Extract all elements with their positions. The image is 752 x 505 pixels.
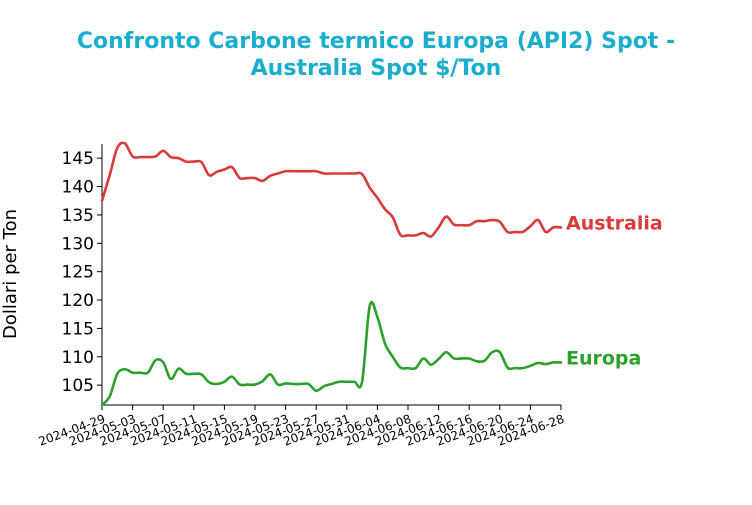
series-label-australia: Australia [566, 212, 663, 234]
y-tick-label: 125 [62, 263, 94, 283]
y-tick-label: 145 [62, 149, 94, 169]
chart-title-line-2: Australia Spot $/Ton [251, 56, 502, 81]
y-tick-label: 115 [62, 319, 94, 339]
y-tick-label: 130 [62, 234, 94, 254]
series-label-europa: Europa [566, 347, 641, 369]
y-tick-label: 120 [62, 291, 94, 311]
y-tick-label: 140 [62, 178, 94, 198]
series-line-europa [100, 300, 563, 407]
series-layer: Australia Europa [100, 141, 663, 407]
y-tick-label: 110 [62, 348, 94, 368]
axes: 1051101151201251301351401452024-04-29202… [37, 144, 566, 449]
chart-title-line-1: Confronto Carbone termico Europa (API2) … [77, 29, 675, 54]
y-tick-label: 135 [62, 206, 94, 226]
y-tick-label: 105 [62, 376, 94, 396]
y-axis-label: Dollari per Ton [0, 209, 21, 339]
series-line-australia [100, 141, 563, 238]
